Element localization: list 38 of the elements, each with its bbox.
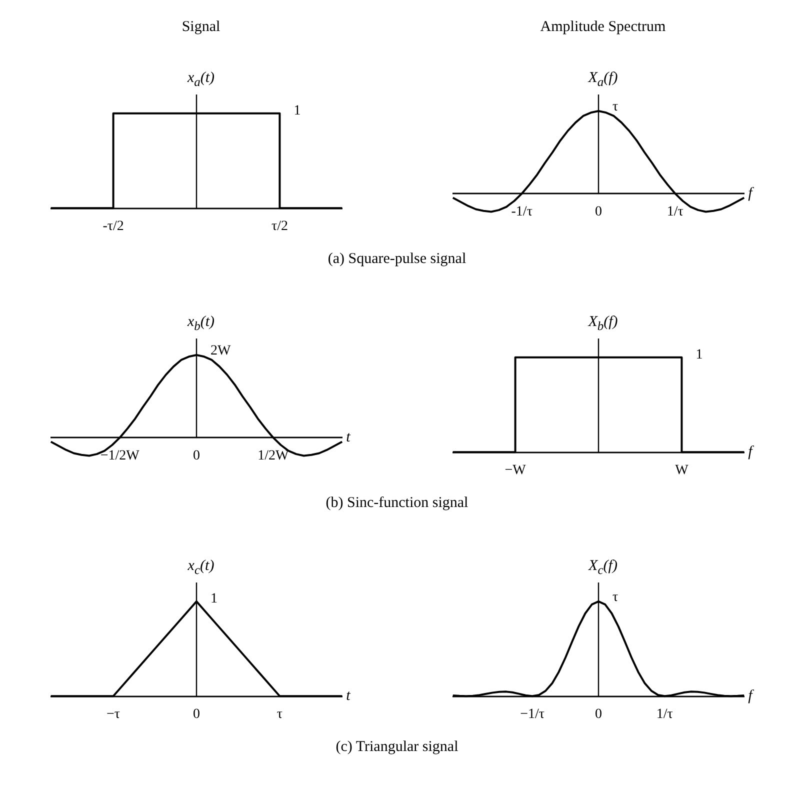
x-tick-label: 1/τ [666,204,684,220]
x-axis-title: t [346,430,352,446]
x-tick-label: 0 [595,707,602,722]
x-tick-label: 0 [193,448,200,464]
annotation: 1 [294,103,301,118]
x-tick-label: W [675,463,690,478]
x-tick-label: -1/τ [511,204,533,220]
x-axis-title: f [748,186,754,202]
y-axis-title: X$_{b}$(f) [588,313,618,335]
x-tick-label: τ [276,707,283,722]
y-axis-title: x$_{c}$(t) [188,557,214,579]
x-axis-title: f [748,444,754,460]
x-tick-label: 1/τ [656,707,674,722]
annotation: τ [612,590,618,605]
x-tick-label: −τ [106,707,120,722]
x-tick-label: −1/τ [520,707,545,722]
x-tick-label: 0 [595,204,602,220]
y-axis-title: x$_{a}$(t) [187,69,215,91]
text: (b) Sinc-function signal [324,494,470,513]
x-tick-label: 0 [193,707,200,722]
annotation: τ [612,100,618,115]
x-tick-label: −W [504,463,527,478]
text: (c) Triangular signal [334,738,460,757]
chart-title: Signal [182,18,220,37]
annotation: 1 [210,591,218,606]
text: (a) Square-pulse signal [326,250,468,269]
annotation: 2W [210,344,232,359]
x-axis-title: t [346,688,352,704]
annotation: 1 [696,347,703,362]
y-axis-title: X$_{c}$(f) [588,557,618,579]
x-tick-label: 1/2W [258,448,290,464]
y-axis-title: X$_{a}$(f) [588,69,618,91]
y-axis-title: x$_{b}$(t) [187,313,215,335]
x-axis-title: f [748,688,754,704]
x-tick-label: τ/2 [271,219,288,234]
x-tick-label: −1/2W [100,448,140,464]
chart-title: Amplitude Spectrum [540,18,666,37]
x-tick-label: -τ/2 [102,219,124,234]
